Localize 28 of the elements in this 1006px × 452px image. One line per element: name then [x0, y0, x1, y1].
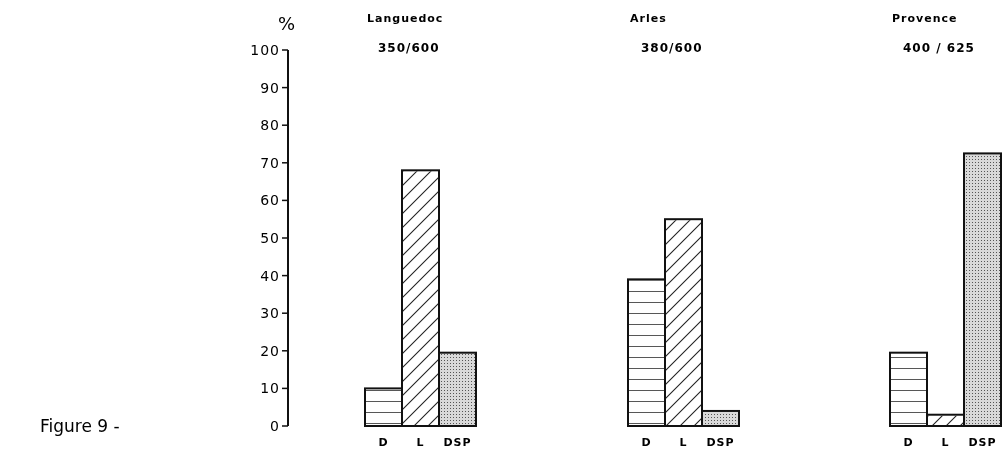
- chart-subtitle: 400 / 625: [903, 41, 975, 55]
- y-axis-title: %: [278, 13, 296, 34]
- y-tick-label: 40: [260, 267, 280, 284]
- chart-title: Languedoc: [367, 12, 444, 25]
- x-tick-label: D: [378, 436, 389, 449]
- y-tick-label: 20: [260, 342, 280, 359]
- y-tick-label: 50: [260, 229, 280, 246]
- x-tick-label: L: [679, 436, 688, 449]
- y-tick-label: 100: [250, 41, 280, 58]
- y-tick-label: 90: [260, 79, 280, 96]
- x-tick-label: L: [416, 436, 425, 449]
- x-tick-label: DSP: [706, 436, 735, 449]
- y-tick-label: 0: [270, 417, 280, 434]
- chart-subtitle: 380/600: [641, 41, 703, 55]
- x-tick-label: D: [903, 436, 914, 449]
- x-tick-label: DSP: [443, 436, 472, 449]
- x-tick-label: DSP: [968, 436, 997, 449]
- chart-title: Arles: [630, 12, 667, 25]
- chart-title: Provence: [892, 12, 958, 25]
- y-tick-label: 60: [260, 192, 280, 209]
- caption: Figure 9 -: [40, 416, 120, 436]
- y-tick-label: 70: [260, 154, 280, 171]
- y-tick-label: 30: [260, 305, 280, 322]
- x-tick-label: L: [941, 436, 950, 449]
- chart-subtitle: 350/600: [378, 41, 440, 55]
- y-tick-label: 80: [260, 117, 280, 134]
- y-tick-label: 10: [260, 380, 280, 397]
- x-tick-label: D: [641, 436, 652, 449]
